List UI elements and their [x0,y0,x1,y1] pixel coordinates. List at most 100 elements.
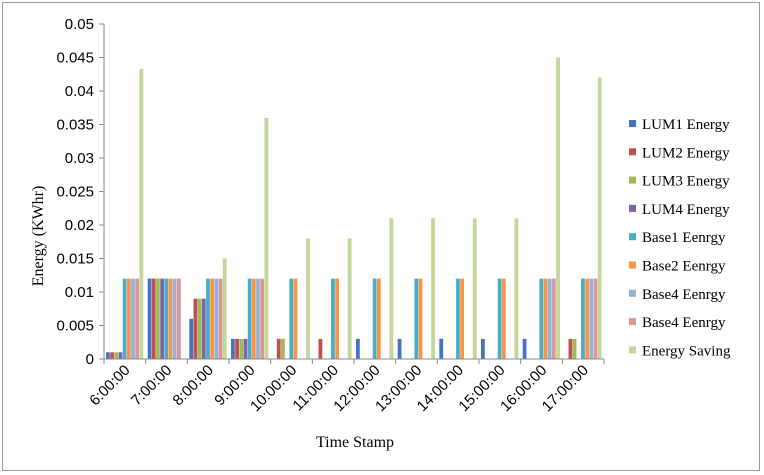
bar [581,278,585,359]
bar [168,278,173,359]
x-tick-label: 6:00:00 [86,362,133,409]
bar [431,218,435,359]
bar [306,238,310,359]
legend-label: LUM1 Energy [642,117,730,133]
bar [460,278,465,359]
y-tick-label: 0.01 [65,284,94,301]
bar [547,278,552,359]
bar [126,278,131,359]
bar [206,278,210,359]
bars [106,57,602,359]
y-tick-label: 0.015 [56,251,94,268]
bar [147,278,152,359]
bar [251,278,256,359]
bar [214,278,219,359]
bar [189,318,194,359]
legend-swatch [629,318,636,326]
bar [176,278,181,359]
bar [347,238,352,359]
bar [501,278,506,359]
bar [497,278,502,359]
bar [156,278,160,359]
x-tick-label: 8:00:00 [170,362,217,409]
x-axis-label: Time Stamp [316,434,394,451]
bar [331,278,335,359]
y-tick-label: 0.005 [56,318,94,335]
bar [106,352,110,359]
x-tick-label: 7:00:00 [128,362,175,409]
legend-swatch [629,346,636,354]
bar [151,278,156,359]
legend-label: LUM3 Energy [642,174,730,190]
bar [218,278,223,359]
bar [122,278,127,359]
bar [260,278,265,359]
bar [247,278,252,359]
legend-swatch [629,176,636,184]
legend-swatch [629,261,636,269]
bar [514,218,519,359]
legend-label: Base4 Eenrgy [642,287,726,303]
legend-swatch [629,289,636,297]
bar [585,278,590,359]
bar [110,352,114,359]
y-tick-label: 0.04 [65,83,94,100]
bar [172,278,177,359]
bar [456,278,460,359]
legend-swatch [629,120,636,127]
bar [131,278,135,359]
bar [418,278,423,359]
bar [414,278,419,359]
y-axis-ticks: 0 0.005 0.01 0.015 0.02 0.025 0.03 0.035 0.04 0.0… [56,16,104,368]
bar [222,258,227,359]
bar [210,278,215,359]
legend-swatch [629,233,636,241]
bar [193,298,198,359]
y-tick-label: 0.03 [65,150,94,167]
bar [389,218,394,359]
legend-label: LUM2 Energy [642,145,730,161]
bar [539,278,544,359]
y-tick-label: 0.05 [65,16,94,33]
bar [281,338,285,359]
bar [293,278,298,359]
bar [114,352,119,359]
bar [264,117,269,359]
legend: LUM1 Energy LUM2 Energy LUM3 Energy LUM4 En… [629,117,731,359]
bar [597,77,602,359]
legend-label: LUM4 Energy [642,202,730,218]
bar [135,278,140,359]
y-tick-label: 0.025 [56,184,94,201]
bar [356,338,360,359]
bar [139,68,144,359]
bar [289,278,294,359]
bar [568,338,573,359]
bar [522,338,527,359]
x-tick-label: 10:00:00 [247,362,300,415]
bar [239,338,244,359]
bar [543,278,548,359]
y-tick-label: 0.02 [65,217,94,234]
bar [572,338,577,359]
bar [318,338,323,359]
bar [376,278,381,359]
legend-label: Energy Saving [642,343,731,359]
y-tick-label: 0 [86,351,94,368]
bar [276,338,281,359]
legend-swatch [629,204,636,212]
bar [551,278,556,359]
bar [397,338,402,359]
legend-swatch [629,148,636,156]
bar [201,298,206,359]
bar [256,278,260,359]
bar [481,338,485,359]
bar [160,278,165,359]
bar [372,278,377,359]
bar [118,352,123,359]
bar [439,338,444,359]
x-tick-label: 17:00:00 [539,362,592,415]
x-axis-ticks: 6:00:007:00:008:00:009:00:0010:00:0011:0… [86,359,605,415]
legend-label: Base4 Eenrgy [642,315,726,331]
bar [472,218,477,359]
